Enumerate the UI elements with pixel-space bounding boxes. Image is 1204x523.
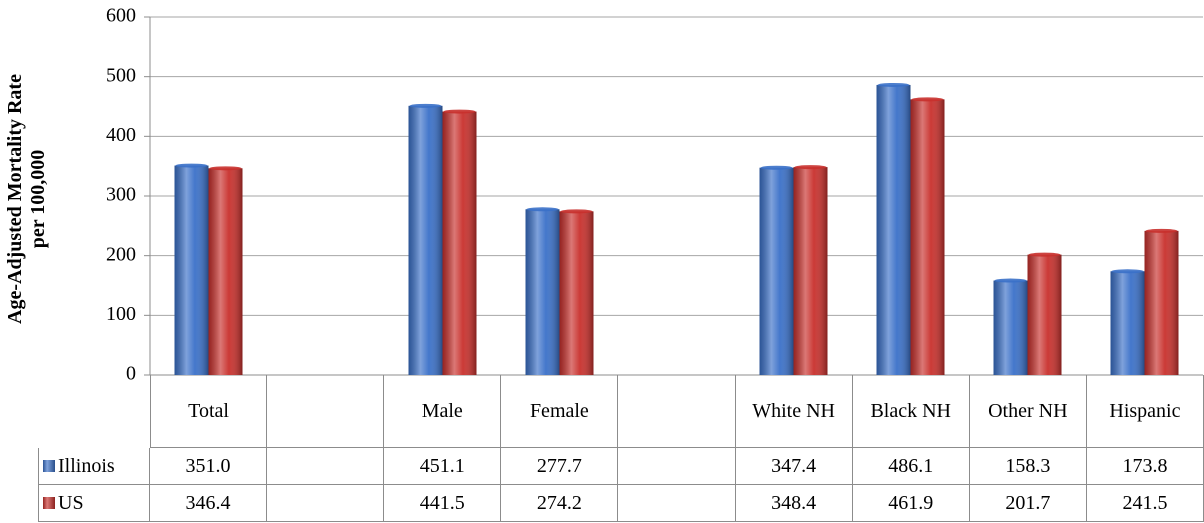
bar-top (175, 163, 208, 168)
data-table: Total Male Female White NH Black NH Other NH H… (38, 375, 1204, 522)
x-tick-label: Total (150, 375, 268, 448)
bar-top (1145, 228, 1178, 233)
table-value: 274.2 (501, 485, 619, 522)
legend-label: Illinois (58, 454, 115, 477)
y-tick-label: 500 (106, 64, 136, 86)
table-value (618, 485, 736, 522)
bar-shade (993, 280, 1028, 375)
table-value: 241.5 (1086, 485, 1204, 522)
legend-entry: Illinois (38, 448, 150, 485)
bar-top (1028, 252, 1061, 257)
x-tick-label: Other NH (969, 375, 1087, 448)
x-tick-label: Hispanic (1086, 375, 1204, 448)
table-corner (38, 375, 150, 448)
table-value: 351.0 (150, 448, 268, 485)
bar-shade (525, 209, 560, 375)
y-tick-label: 600 (106, 5, 136, 27)
bar-top (1111, 269, 1144, 274)
bar-top (560, 209, 593, 214)
table-value: 486.1 (852, 448, 970, 485)
x-tick-label: White NH (735, 375, 853, 448)
table-value (267, 448, 385, 485)
bar-shade (876, 84, 911, 376)
bar-shade (910, 99, 945, 376)
bar-top (443, 109, 476, 114)
table-value (618, 448, 736, 485)
table-value: 441.5 (384, 485, 502, 522)
bar-shade (559, 211, 594, 375)
legend-key (43, 460, 55, 472)
bar-top (877, 82, 910, 87)
bar-shade (1144, 230, 1179, 375)
y-axis-title: Age-Adjusted Mortality Rate per 100,000 (4, 74, 49, 324)
x-tick-label: Female (501, 375, 619, 448)
y-tick-label: 300 (106, 184, 136, 206)
bar-shade (174, 165, 209, 375)
y-tick-label: 100 (106, 303, 136, 325)
table-value: 461.9 (852, 485, 970, 522)
legend-entry: US (38, 485, 150, 522)
bar-shade (442, 111, 477, 376)
table-value: 346.4 (150, 485, 268, 522)
table-value: 348.4 (735, 485, 853, 522)
table-value: 451.1 (384, 448, 502, 485)
x-tick-label: Male (384, 375, 502, 448)
legend-label: US (58, 491, 84, 514)
x-tick-label: Black NH (852, 375, 970, 448)
legend-key (43, 497, 55, 509)
bar-top (760, 165, 793, 170)
bar-shade (793, 167, 828, 375)
bar-shade (759, 167, 794, 375)
bar-shade (1027, 254, 1062, 375)
bar-shade (1110, 271, 1145, 375)
x-tick-label (267, 375, 385, 448)
bar-top (409, 103, 442, 108)
bar-top (209, 166, 242, 171)
bar-top (526, 207, 559, 212)
y-tick-label: 400 (106, 124, 136, 146)
bar-top (911, 97, 944, 102)
table-value: 201.7 (969, 485, 1087, 522)
table-value: 173.8 (1086, 448, 1204, 485)
bar-top (994, 278, 1027, 283)
bar-shade (208, 168, 243, 375)
bar-shade (408, 105, 443, 376)
table-value: 277.7 (501, 448, 619, 485)
y-tick-label: 0 (126, 363, 136, 385)
x-tick-label (618, 375, 736, 448)
bar-top (794, 165, 827, 170)
y-tick-label: 200 (106, 243, 136, 265)
table-value: 347.4 (735, 448, 853, 485)
table-value: 158.3 (969, 448, 1087, 485)
table-value (267, 485, 385, 522)
